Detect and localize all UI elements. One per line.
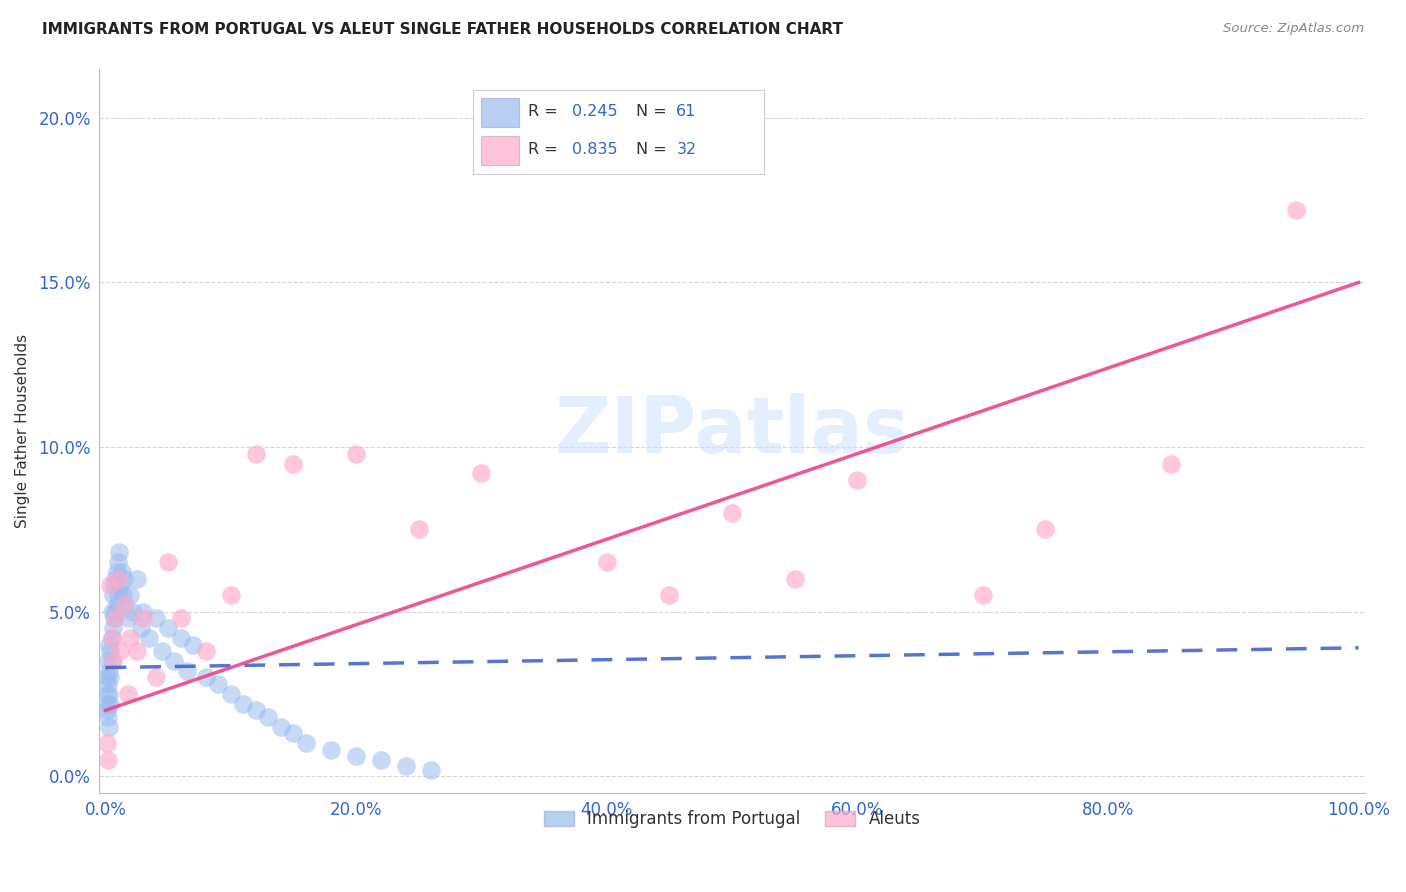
Point [270, 720, 292, 734]
Point [98, 638, 121, 652]
Point [370, 753, 392, 767]
Point [104, 611, 127, 625]
Point [110, 578, 132, 592]
Point [245, 447, 267, 461]
Point [150, 644, 173, 658]
Point [104, 572, 127, 586]
Point [100, 631, 122, 645]
Point [107, 572, 129, 586]
Point [120, 588, 142, 602]
Point [97, 654, 120, 668]
Point [194, 670, 217, 684]
Point [98, 720, 121, 734]
Point [972, 588, 994, 602]
Point [122, 605, 145, 619]
Point [100, 697, 122, 711]
Point [181, 638, 204, 652]
Point [1033, 522, 1056, 536]
Point [120, 631, 142, 645]
Point [145, 670, 167, 684]
Point [783, 572, 806, 586]
Point [105, 565, 128, 579]
Point [169, 611, 191, 625]
Point [319, 743, 342, 757]
Point [232, 697, 254, 711]
Point [395, 759, 418, 773]
Point [846, 473, 869, 487]
Point [105, 598, 128, 612]
Point [117, 611, 139, 625]
Point [138, 631, 160, 645]
Point [103, 611, 125, 625]
Point [132, 611, 155, 625]
Point [132, 605, 155, 619]
Point [96, 687, 118, 701]
Point [408, 522, 430, 536]
Point [100, 578, 122, 592]
Point [97, 710, 120, 724]
Point [1160, 457, 1182, 471]
Point [219, 687, 242, 701]
Point [110, 644, 132, 658]
Point [104, 605, 127, 619]
Point [1285, 202, 1308, 217]
Point [101, 588, 124, 602]
Point [245, 703, 267, 717]
Point [103, 578, 125, 592]
Point [658, 588, 681, 602]
Point [101, 621, 124, 635]
Point [107, 555, 129, 569]
Point [117, 687, 139, 701]
Point [344, 447, 367, 461]
Point [344, 749, 367, 764]
Point [101, 654, 124, 668]
Point [207, 677, 229, 691]
Point [721, 506, 744, 520]
Point [283, 457, 305, 471]
Point [108, 545, 131, 559]
Text: ZIPatlas: ZIPatlas [554, 392, 910, 468]
Point [145, 611, 167, 625]
Point [100, 605, 122, 619]
Point [470, 467, 492, 481]
Point [283, 726, 305, 740]
Point [111, 588, 134, 602]
Point [98, 664, 121, 678]
Point [111, 565, 134, 579]
Point [96, 670, 118, 684]
Point [125, 572, 148, 586]
Point [100, 631, 122, 645]
Text: Source: ZipAtlas.com: Source: ZipAtlas.com [1223, 22, 1364, 36]
Point [176, 664, 198, 678]
Point [97, 677, 120, 691]
Point [100, 654, 122, 668]
Text: IMMIGRANTS FROM PORTUGAL VS ALEUT SINGLE FATHER HOUSEHOLDS CORRELATION CHART: IMMIGRANTS FROM PORTUGAL VS ALEUT SINGLE… [42, 22, 844, 37]
Y-axis label: Single Father Households: Single Father Households [15, 334, 30, 528]
Point [163, 654, 186, 668]
Point [96, 736, 118, 750]
Point [295, 736, 318, 750]
Point [420, 763, 443, 777]
Point [96, 703, 118, 717]
Point [157, 621, 180, 635]
Point [129, 621, 152, 635]
Point [98, 687, 121, 701]
Point [100, 670, 122, 684]
Point [219, 588, 242, 602]
Point [114, 598, 136, 612]
Point [194, 644, 217, 658]
Point [157, 555, 180, 569]
Legend: Immigrants from Portugal, Aleuts: Immigrants from Portugal, Aleuts [537, 804, 927, 835]
Point [596, 555, 619, 569]
Point [100, 644, 122, 658]
Point [97, 753, 120, 767]
Point [107, 588, 129, 602]
Point [169, 631, 191, 645]
Point [257, 710, 280, 724]
Point [125, 644, 148, 658]
Point [112, 598, 135, 612]
Point [112, 572, 135, 586]
Point [97, 697, 120, 711]
